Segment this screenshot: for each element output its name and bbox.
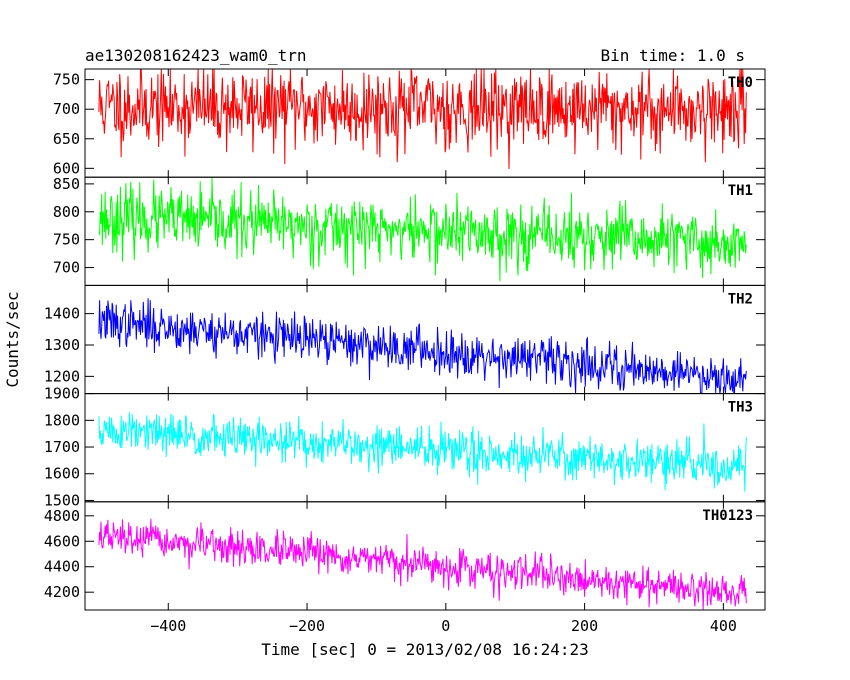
y-tick-label: 4200 — [44, 583, 80, 601]
x-tick-label: 0 — [441, 617, 450, 635]
panels-group: 600 650 700 750 TH0 700 750 800 850 TH1 1200 1300 14… — [44, 68, 766, 635]
series-line-th1 — [98, 177, 747, 282]
y-tick-label: 4400 — [44, 558, 80, 576]
chart-title: ae130208162423_wam0_trn — [85, 46, 307, 65]
x-tick-label: 200 — [571, 617, 598, 635]
y-axis-title: Counts/sec — [3, 291, 22, 387]
panel-label-th0: TH0 — [728, 75, 753, 91]
y-tick-label: 1300 — [44, 336, 80, 354]
panel-frame-th0123 — [84, 501, 766, 611]
y-tick-label: 1800 — [44, 411, 80, 429]
y-tick-label: 700 — [53, 100, 80, 118]
y-tick-label: 750 — [53, 71, 80, 89]
y-tick-label: 1700 — [44, 438, 80, 456]
y-tick-label: 650 — [53, 130, 80, 148]
y-tick-label: 600 — [53, 159, 80, 177]
series-line-th2 — [98, 298, 747, 394]
bin-time-label: Bin time: 1.0 s — [601, 46, 746, 65]
panel-frame-th3 — [84, 393, 766, 503]
panel-label-th0123: TH0123 — [702, 508, 753, 524]
x-axis-title: Time [sec] 0 = 2013/02/08 16:24:23 — [261, 640, 589, 659]
y-tick-label: 4600 — [44, 532, 80, 550]
series-line-th3 — [98, 412, 747, 492]
panel-label-th3: TH3 — [728, 400, 753, 416]
y-tick-label: 1600 — [44, 465, 80, 483]
panel-label-th2: TH2 — [728, 291, 753, 307]
y-tick-label: 1200 — [44, 367, 80, 385]
y-tick-label: 1400 — [44, 305, 80, 323]
series-line-th0 — [98, 69, 747, 170]
x-tick-label: 400 — [710, 617, 737, 635]
y-tick-label: 4800 — [44, 507, 80, 525]
series-line-th0123 — [98, 518, 747, 610]
x-tick-label: −400 — [150, 617, 186, 635]
x-tick-label: −200 — [289, 617, 325, 635]
y-tick-label: 1900 — [44, 385, 80, 403]
y-tick-label: 700 — [53, 259, 80, 277]
panel-label-th1: TH1 — [728, 183, 753, 199]
y-tick-label: 850 — [53, 175, 80, 193]
y-tick-label: 1500 — [44, 491, 80, 509]
y-tick-label: 800 — [53, 203, 80, 221]
y-tick-label: 750 — [53, 231, 80, 249]
